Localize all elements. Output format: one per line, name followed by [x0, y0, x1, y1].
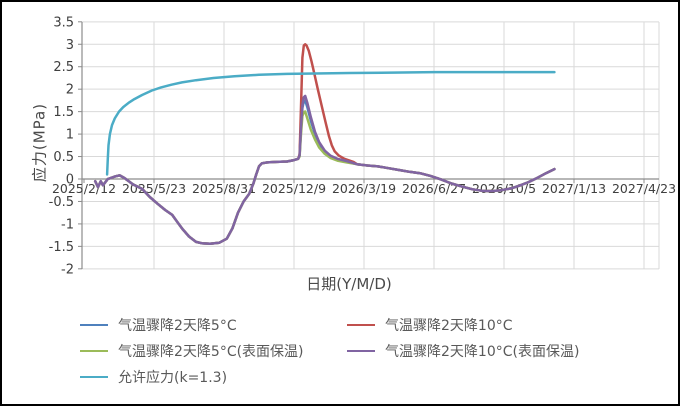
y-tick-label: -1.5 — [49, 240, 74, 255]
x-tick-label: 2026/3/19 — [332, 181, 396, 196]
legend-label: 气温骤降2天降5°C(表面保温) — [118, 344, 304, 360]
y-axis-title: 应力(MPa) — [30, 102, 49, 183]
y-tick-label: -2 — [61, 262, 74, 277]
y-tick-label: 0.5 — [53, 150, 74, 165]
series-line-3 — [93, 94, 556, 245]
x-tick-label: 2025/12/9 — [262, 181, 326, 196]
y-tick-label: 0 — [66, 173, 74, 188]
legend-item-4: 允许应力(k=1.3) — [80, 364, 347, 390]
series-line-4 — [105, 70, 556, 176]
legend-label: 气温骤降2天降5°C — [118, 318, 237, 334]
legend-line-marker — [80, 324, 108, 326]
legend-label: 气温骤降2天降10°C(表面保温) — [385, 344, 580, 360]
y-tick-label: 3.5 — [53, 15, 74, 30]
legend-item-2: 气温骤降2天降5°C(表面保温) — [80, 338, 347, 364]
y-tick-label: -1 — [61, 217, 74, 232]
x-axis-title: 日期(Y/M/D) — [306, 275, 392, 293]
x-tick-label: 2025/8/31 — [192, 181, 256, 196]
y-tick-label: 1.5 — [53, 105, 74, 120]
x-tick-label: 2026/6/27 — [402, 181, 466, 196]
y-tick-label: -0.5 — [49, 195, 74, 210]
y-tick-label: 1 — [66, 128, 74, 143]
x-tick-label: 2027/4/23 — [612, 181, 676, 196]
legend-line-marker — [347, 324, 375, 326]
legend-label: 气温骤降2天降10°C — [385, 318, 513, 334]
legend-line-marker — [347, 350, 375, 352]
x-tick-label: 2027/1/13 — [542, 181, 606, 196]
chart-legend: 气温骤降2天降5°C 气温骤降2天降10°C 气温骤降2天降5°C(表面保温) 气温骤… — [80, 312, 650, 390]
y-tick-label: 2 — [66, 83, 74, 98]
legend-item-0: 气温骤降2天降5°C — [80, 312, 347, 338]
legend-line-marker — [80, 376, 108, 378]
legend-line-marker — [80, 350, 108, 352]
legend-item-3: 气温骤降2天降10°C(表面保温) — [347, 338, 650, 364]
y-tick-label: 3 — [66, 38, 74, 53]
legend-label: 允许应力(k=1.3) — [118, 370, 228, 386]
x-tick-label: 2025/2/12 — [52, 181, 116, 196]
y-tick-label: 2.5 — [53, 60, 74, 75]
x-tick-label: 2025/5/23 — [122, 181, 186, 196]
legend-item-1: 气温骤降2天降10°C — [347, 312, 650, 338]
